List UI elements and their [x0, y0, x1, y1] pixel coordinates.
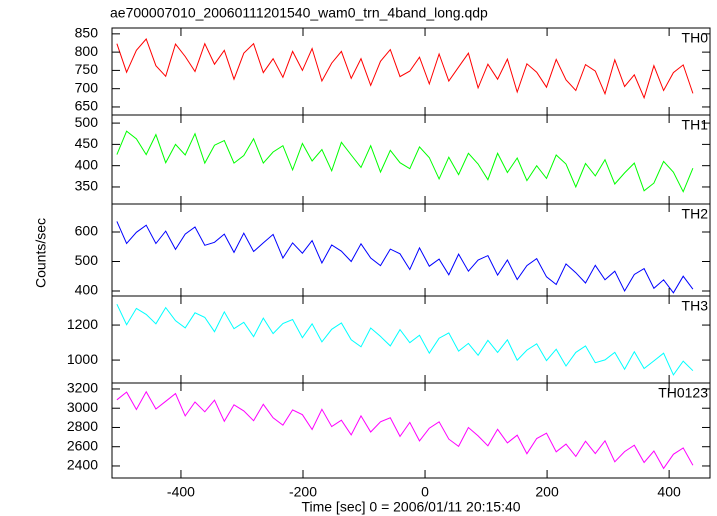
y-tick-label: 750	[75, 61, 99, 77]
data-line	[116, 303, 694, 376]
y-tick-label: 450	[75, 135, 99, 151]
y-tick-label: 400	[75, 156, 99, 172]
y-tick-label: 800	[75, 43, 99, 59]
data-line	[116, 38, 694, 100]
y-tick-label: 850	[75, 25, 99, 41]
x-tick-label: 400	[657, 484, 681, 500]
panel-label: TH1	[682, 117, 709, 133]
y-tick-label: 700	[75, 79, 99, 95]
panel-frame	[111, 27, 711, 116]
y-tick-label: 3200	[67, 380, 98, 396]
y-tick-label: 500	[75, 252, 99, 268]
y-tick-label: 2400	[67, 457, 98, 473]
y-tick-label: 3000	[67, 399, 98, 415]
y-tick-label: 500	[75, 114, 99, 130]
panel-label: TH2	[682, 206, 709, 222]
y-tick-label: 650	[75, 98, 99, 114]
chart-title: ae700007010_20060111201540_wam0_trn_4ban…	[110, 5, 488, 21]
y-tick-label: 350	[75, 178, 99, 194]
panel-frame	[111, 295, 711, 384]
y-axis-label: Counts/sec	[33, 218, 49, 288]
y-tick-label: 2800	[67, 418, 98, 434]
data-line	[116, 221, 694, 294]
y-tick-label: 600	[75, 223, 99, 239]
x-tick-label: -200	[289, 484, 317, 500]
data-line	[116, 130, 694, 193]
panel-frame	[111, 114, 711, 205]
x-axis-label: Time [sec] 0 = 2006/01/11 20:15:40	[301, 499, 520, 515]
panel-label: TH0	[682, 30, 709, 46]
x-tick-label: -400	[167, 484, 195, 500]
y-tick-label: 1200	[67, 316, 98, 332]
panel-label: TH0123	[658, 385, 708, 401]
x-tick-label: 0	[421, 484, 429, 500]
y-tick-label: 1000	[67, 351, 98, 367]
panel-frame	[111, 382, 711, 479]
panel-label: TH3	[682, 298, 709, 314]
x-tick-label: 200	[535, 484, 559, 500]
y-tick-label: 2600	[67, 437, 98, 453]
data-line	[116, 390, 694, 470]
y-tick-label: 400	[75, 282, 99, 298]
